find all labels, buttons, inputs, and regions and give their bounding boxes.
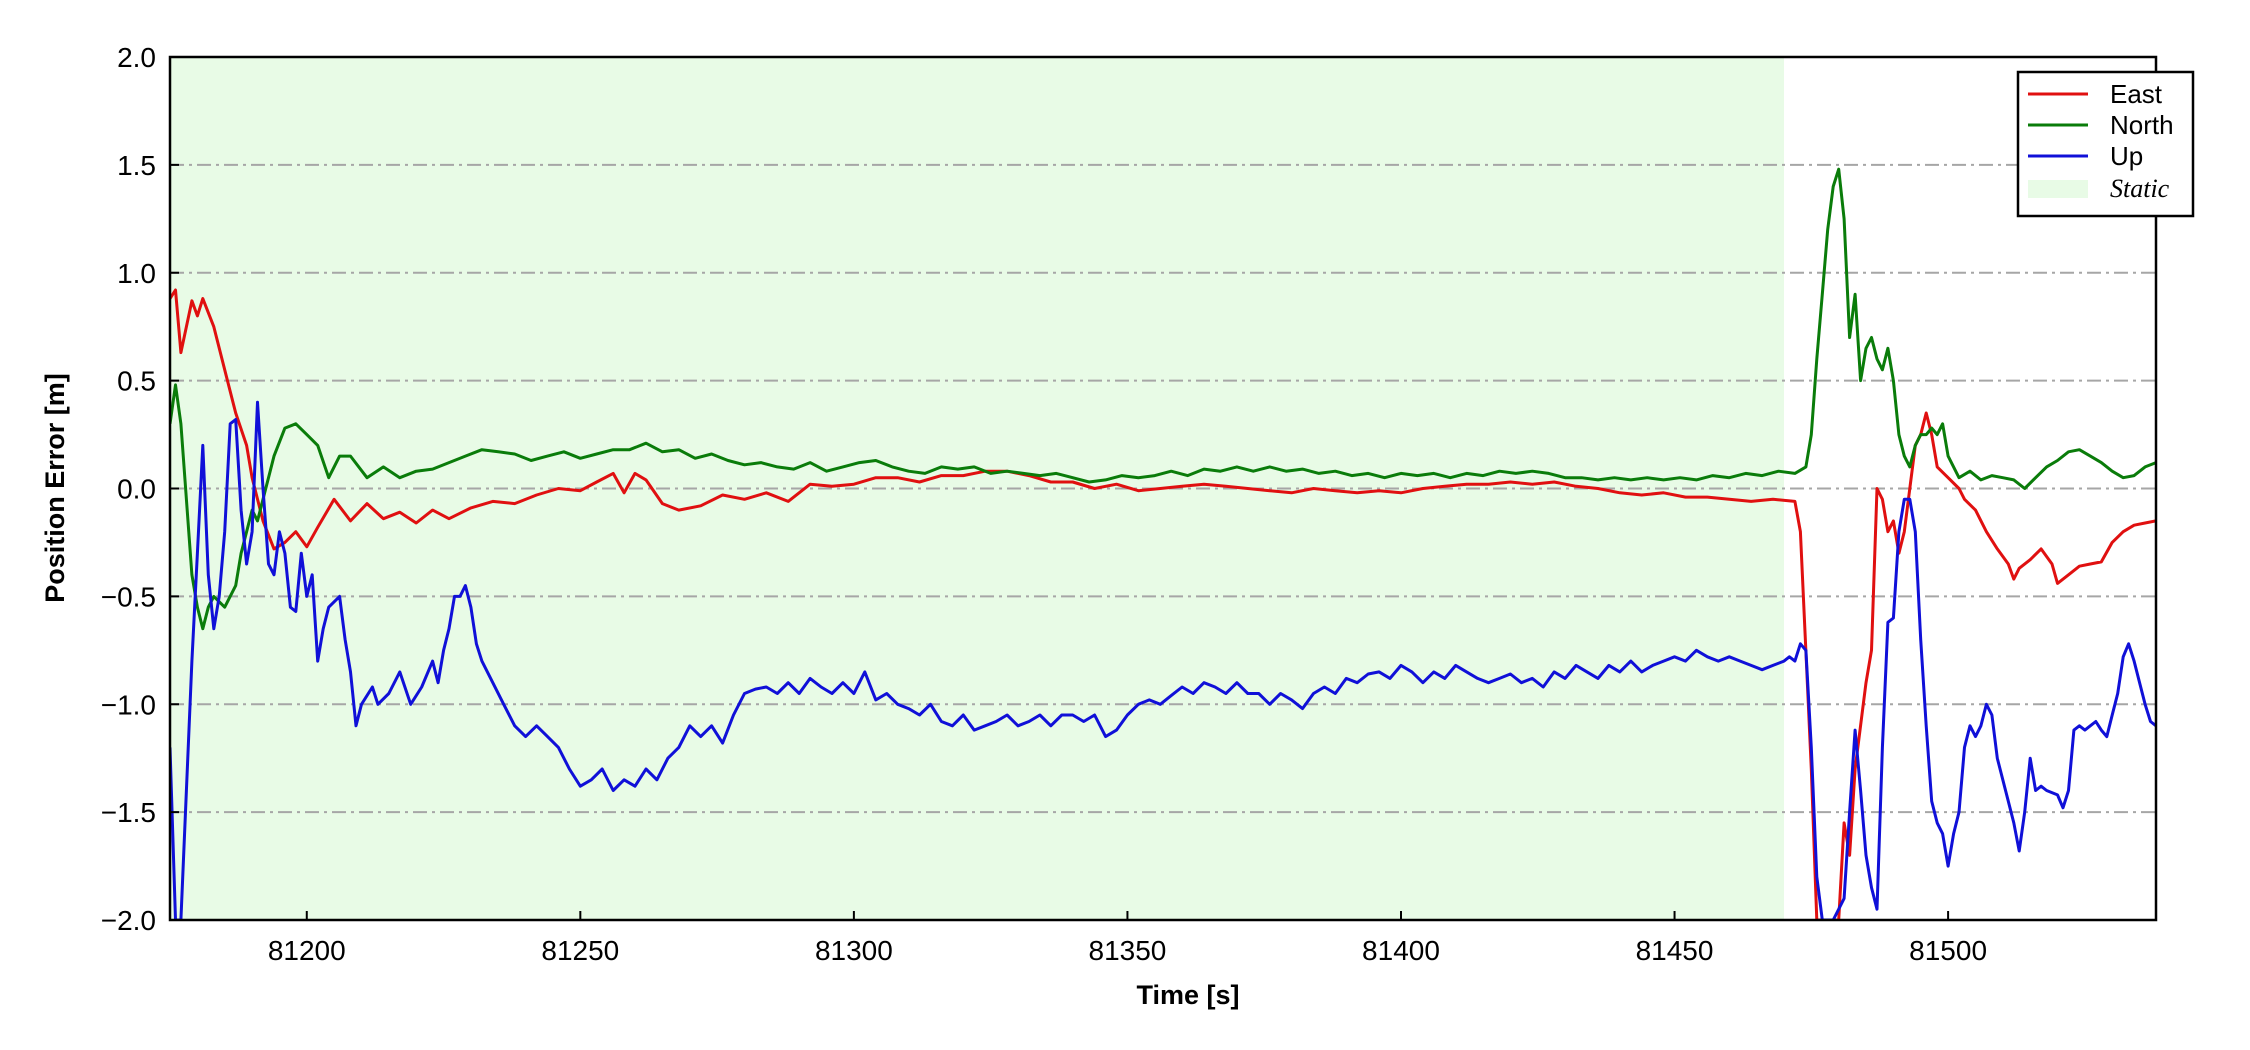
series-line-up [170,400,2156,920]
legend-label-static: Static [2110,174,2170,203]
x-tick-label: 81450 [1636,935,1714,966]
y-tick-label: −1.0 [101,689,156,720]
legend-label-north: North [2110,110,2174,140]
x-tick-label: 81500 [1909,935,1987,966]
x-tick-label: 81200 [268,935,346,966]
x-tick-label: 81350 [1089,935,1167,966]
legend-label-up: Up [2110,141,2143,171]
x-tick-label: 81400 [1362,935,1440,966]
legend-label-east: East [2110,79,2163,109]
y-tick-label: 2.0 [117,42,156,73]
x-tick-label: 81250 [541,935,619,966]
legend: East North Up Static [2016,70,2195,218]
x-axis-label: Time [s] [1136,980,1239,1010]
y-tick-label: −1.5 [101,797,156,828]
y-axis-label: Position Error [m] [40,373,70,603]
y-tick-label: 1.0 [117,258,156,289]
series-line-east [170,288,2156,920]
axis-ticks: 2.0 1.5 1.0 0.5 0.0 −0.5 −1.0 −1.5 −2.0 81200 8125… [101,42,1987,966]
y-tick-label: 1.5 [117,150,156,181]
x-tick-label: 81300 [815,935,893,966]
series-line-north [170,167,2156,631]
y-tick-label: 0.5 [117,366,156,397]
grid-lines [170,163,2156,814]
y-tick-label: 0.0 [117,474,156,505]
y-tick-label: −0.5 [101,581,156,612]
y-tick-label: −2.0 [101,905,156,936]
legend-swatch-static [2028,180,2088,198]
series-lines [170,167,2156,920]
